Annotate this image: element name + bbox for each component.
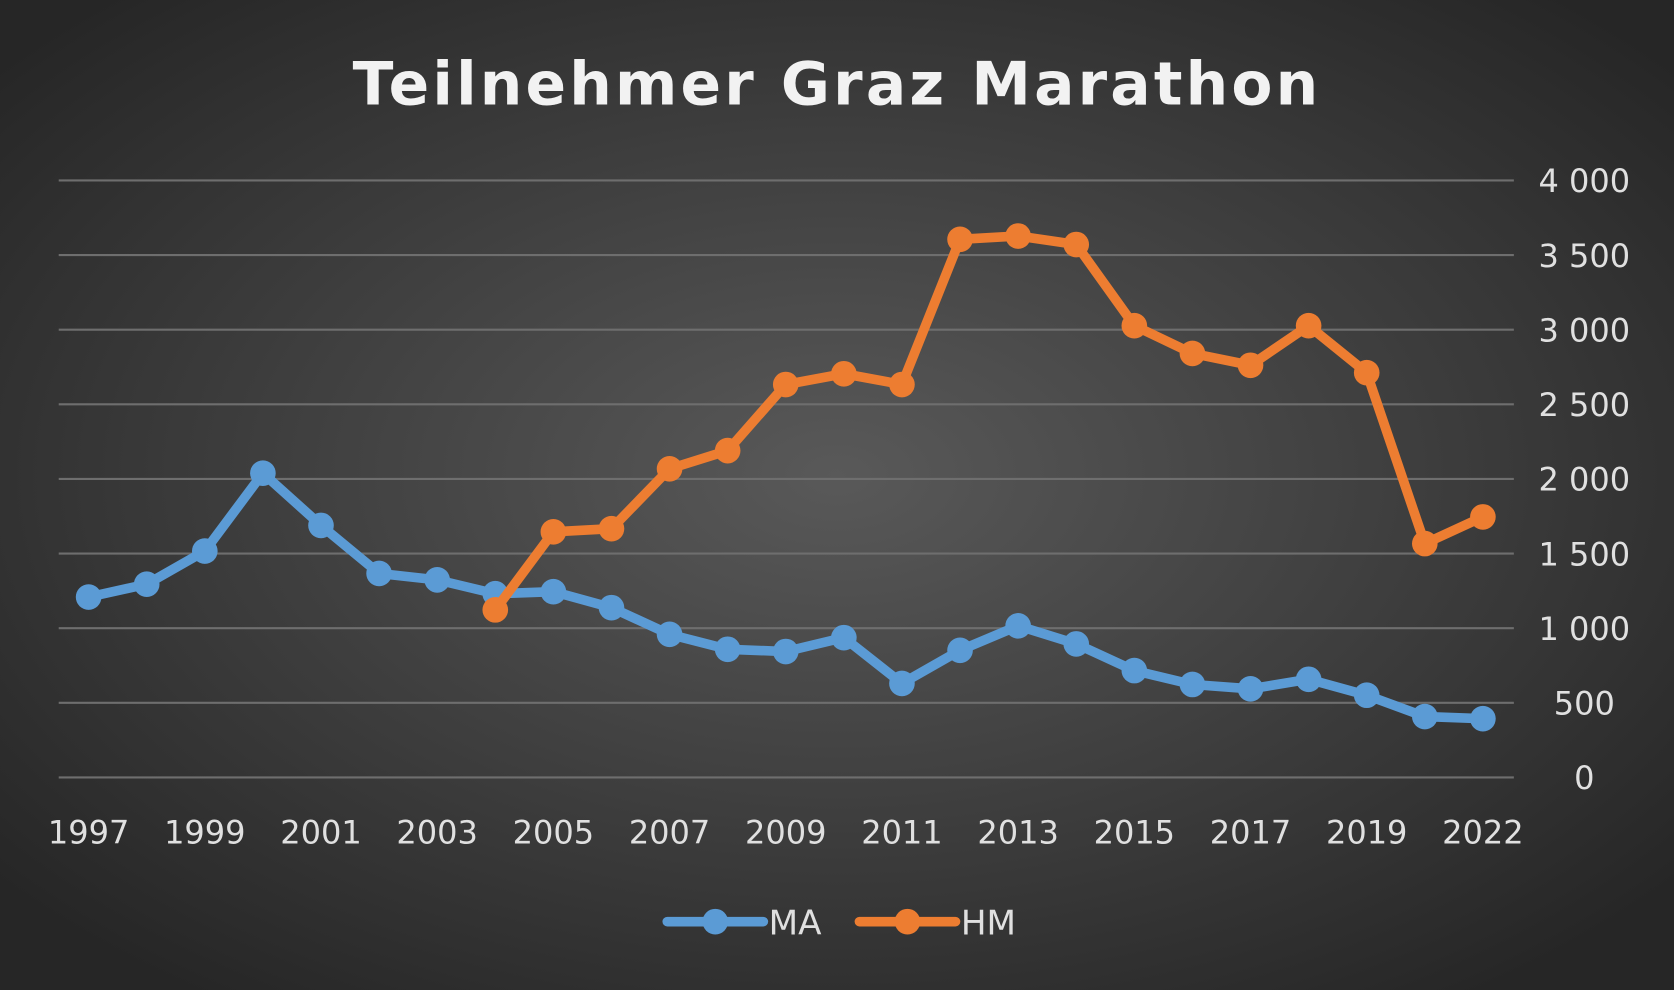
data-point [947,226,973,253]
legend-label: HM [961,903,1016,943]
x-tick-label: 2003 [396,814,477,852]
series-layer [75,223,1496,732]
x-tick-label: 1997 [48,814,129,852]
x-tick-label: 2017 [1210,814,1291,852]
data-point [540,518,567,545]
data-point [1005,223,1031,249]
x-tick-label: 2015 [1094,814,1175,852]
data-point [424,567,450,593]
data-point [1237,352,1264,379]
data-point [308,512,334,539]
y-tick-label: 0 [1574,759,1594,797]
legend-marker [894,908,921,935]
data-point [133,571,160,598]
data-point [598,515,625,542]
y-tick-label: 2 500 [1539,386,1631,424]
x-tick-label: 1999 [164,814,245,852]
data-point [1005,613,1031,639]
data-point [482,597,509,623]
y-tick-label: 2 000 [1539,461,1631,499]
data-point [714,437,741,464]
data-point [656,621,683,648]
data-point [191,538,218,564]
x-tick-label: 2019 [1326,814,1407,852]
data-point [250,460,276,486]
y-tick-label: 3 000 [1539,311,1631,349]
y-axis-labels: 0 500 1 000 1 500 2 000 2 500 3 000 3 500 4 000 [1539,162,1631,797]
data-point [598,594,625,621]
data-point [75,584,102,610]
data-point [1121,657,1148,684]
data-point [772,371,799,398]
legend-marker [702,908,729,935]
series-HM [482,223,1496,623]
data-point [1411,530,1438,557]
data-point [1295,312,1322,339]
data-point [889,371,915,398]
y-tick-label: 1 500 [1539,535,1631,573]
data-point [1237,676,1264,702]
x-tick-label: 2001 [280,814,361,852]
y-tick-label: 1 000 [1539,610,1631,648]
data-point [1470,504,1496,530]
x-tick-label: 2022 [1442,814,1523,852]
y-tick-label: 3 500 [1539,237,1631,275]
chart-title: Teilnehmer Graz Marathon [353,51,1322,120]
data-point [831,624,857,651]
legend: MA HM [662,903,1016,943]
data-point [656,456,683,482]
data-point [1063,231,1090,258]
y-tick-label: 500 [1554,685,1615,723]
data-point [1353,359,1380,386]
data-point [889,670,915,697]
legend-item-HM: HM [854,903,1016,943]
data-point [714,636,741,663]
data-point [1063,631,1090,657]
series-MA [75,460,1496,732]
x-tick-label: 2013 [977,814,1058,852]
data-point [772,638,799,665]
x-tick-label: 2011 [861,814,942,852]
y-tick-label: 4 000 [1539,162,1631,200]
x-tick-label: 2007 [629,814,710,852]
legend-label: MA [769,903,822,943]
data-point [366,560,392,587]
data-point [1179,340,1206,367]
data-point [1179,671,1206,698]
x-tick-label: 2005 [513,814,594,852]
data-point [947,637,973,664]
x-tick-label: 2009 [745,814,826,852]
x-axis-labels: 1997 1999 2001 2003 2005 2007 2009 2011 2013 2015… [48,814,1524,852]
data-point [1121,312,1148,339]
data-point [831,360,857,387]
gridlines [58,179,1514,779]
data-point [1353,682,1380,709]
data-point [1295,666,1322,693]
data-point [540,578,567,605]
data-point [1411,703,1438,730]
data-point [1470,705,1496,732]
legend-item-MA: MA [662,903,822,943]
